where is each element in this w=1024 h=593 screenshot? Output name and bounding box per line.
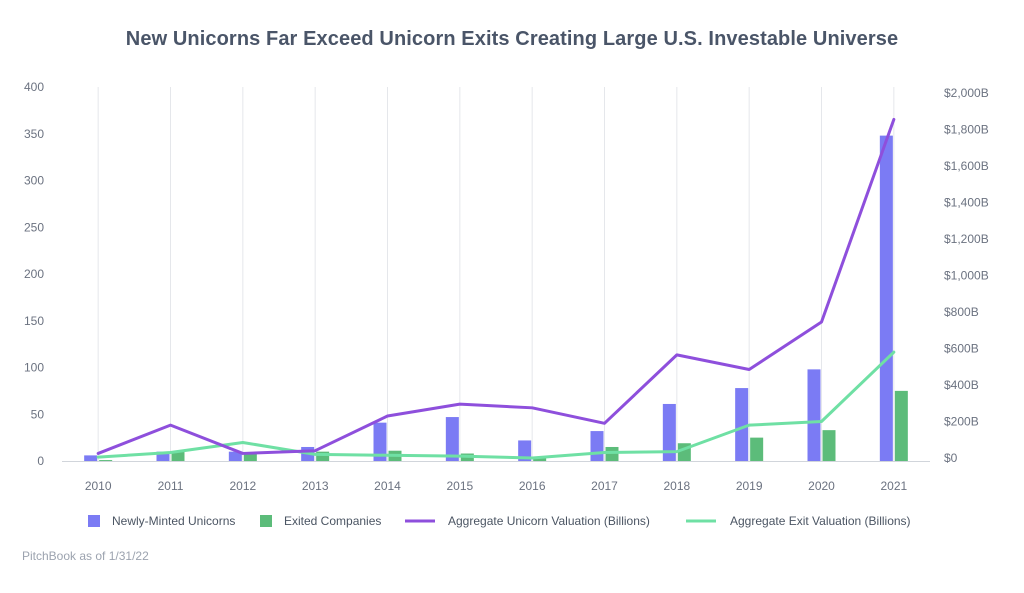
x-tick-2018: 2018	[663, 479, 690, 493]
source-note: PitchBook as of 1/31/22	[22, 549, 149, 563]
bar-newly-minted-2020	[807, 369, 821, 461]
y-right-tick-0: $0	[944, 451, 958, 465]
x-tick-2014: 2014	[374, 479, 401, 493]
chart-title: New Unicorns Far Exceed Unicorn Exits Cr…	[125, 28, 899, 50]
bar-exited-2013	[316, 451, 330, 461]
bar-exited-2021	[894, 390, 908, 461]
x-tick-2021: 2021	[880, 479, 907, 493]
legend-label-exit-valuation: Aggregate Exit Valuation (Billions)	[730, 514, 911, 528]
y-right-tick-10: $2,000B	[944, 86, 989, 100]
legend-label-exited: Exited Companies	[284, 514, 381, 528]
x-tick-2020: 2020	[808, 479, 835, 493]
legend-swatch-newly-minted	[88, 515, 100, 527]
x-tick-2019: 2019	[736, 479, 763, 493]
legend-label-unicorn-valuation: Aggregate Unicorn Valuation (Billions)	[448, 514, 650, 528]
y-right-tick-3: $600B	[944, 342, 979, 356]
x-tick-2012: 2012	[229, 479, 256, 493]
y-right-tick-8: $1,600B	[944, 159, 989, 173]
bar-exited-2011	[171, 451, 185, 461]
bar-exited-2016	[533, 457, 547, 461]
y-left-tick-0: 0	[37, 454, 44, 468]
bar-exited-2012	[243, 452, 257, 461]
legend-swatch-exited	[260, 515, 272, 527]
legend-label-newly-minted: Newly-Minted Unicorns	[112, 514, 235, 528]
bar-newly-minted-2012	[228, 451, 242, 461]
y-left-tick-350: 350	[24, 127, 44, 141]
y-right-tick-7: $1,400B	[944, 196, 989, 210]
bar-newly-minted-2016	[518, 440, 532, 461]
y-right-tick-2: $400B	[944, 378, 979, 392]
bar-newly-minted-2019	[735, 388, 749, 461]
line-aggregate-exit-valuation	[96, 350, 896, 460]
x-tick-2010: 2010	[85, 479, 112, 493]
x-tick-2011: 2011	[158, 479, 184, 493]
y-right-tick-1: $200B	[944, 415, 979, 429]
y-left-tick-250: 250	[24, 220, 44, 234]
bar-newly-minted-2014	[373, 422, 387, 461]
x-tick-2016: 2016	[519, 479, 546, 493]
y-left-tick-100: 100	[24, 361, 44, 375]
bar-exited-2010	[99, 460, 113, 461]
y-left-tick-150: 150	[24, 314, 44, 328]
y-right-tick-6: $1,200B	[944, 232, 989, 246]
bar-newly-minted-2018	[662, 403, 676, 461]
y-left-tick-50: 50	[31, 407, 45, 421]
bar-newly-minted-2017	[590, 431, 604, 461]
bar-newly-minted-2015	[445, 417, 459, 461]
bar-newly-minted-2010	[84, 455, 98, 461]
y-left-tick-300: 300	[24, 174, 44, 188]
bar-newly-minted-2011	[156, 451, 170, 461]
line-aggregate-unicorn-valuation	[96, 117, 896, 455]
y-left-tick-400: 400	[24, 80, 44, 94]
bar-exited-2017	[605, 446, 619, 461]
bar-exited-2019	[750, 437, 764, 461]
bar-exited-2020	[822, 430, 836, 461]
y-left-tick-200: 200	[24, 267, 44, 281]
x-tick-2013: 2013	[302, 479, 329, 493]
y-right-tick-4: $800B	[944, 305, 979, 319]
y-right-tick-9: $1,800B	[944, 123, 989, 137]
x-tick-2017: 2017	[591, 479, 618, 493]
x-tick-2015: 2015	[446, 479, 473, 493]
y-right-tick-5: $1,000B	[944, 269, 989, 283]
bar-newly-minted-2021	[879, 135, 893, 461]
